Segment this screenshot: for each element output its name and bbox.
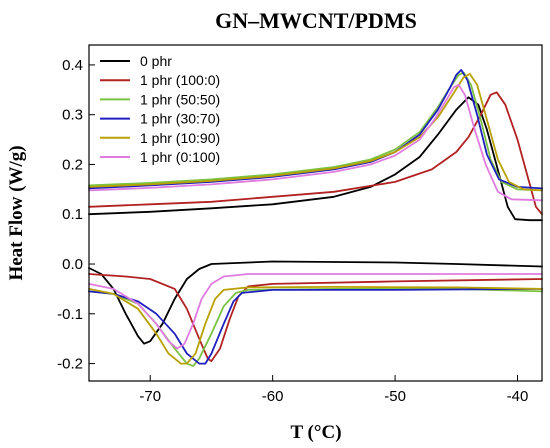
series-line-4-heating	[88, 73, 543, 192]
legend-label: 0 phr	[140, 53, 172, 69]
plot-frame	[88, 44, 543, 382]
x-axis-label: T (°C)	[290, 422, 341, 443]
x-tick-label: -60	[262, 388, 284, 405]
x-tick-label: -70	[139, 388, 161, 405]
series-line-3-cooling	[88, 287, 543, 365]
y-tick-label: 0.2	[62, 156, 83, 173]
chart-title: GN–MWCNT/PDMS	[215, 8, 417, 33]
legend-label: 1 phr (0:100)	[140, 149, 220, 165]
legend-label: 1 phr (30:70)	[140, 111, 220, 127]
y-tick-label: -0.1	[57, 306, 83, 323]
legend-label: 1 phr (50:50)	[140, 91, 220, 107]
series-line-5-cooling	[88, 273, 543, 350]
y-tick-label: 0.0	[62, 256, 83, 273]
y-tick-label: 0.4	[62, 57, 83, 74]
series-line-1-cooling	[88, 273, 543, 363]
series-line-0-cooling	[88, 260, 543, 345]
x-tick-label: -50	[384, 388, 406, 405]
y-axis-label: Heat Flow (W/g)	[6, 145, 27, 280]
legend: 0 phr 1 phr (100:0) 1 phr (50:50) 1 phr (30…	[100, 53, 220, 165]
series-line-3-heating	[88, 69, 543, 190]
x-tick-label: -40	[507, 388, 529, 405]
y-tick-label: 0.1	[62, 206, 83, 223]
series-line-5-heating	[88, 83, 543, 202]
y-tick-label: -0.2	[57, 356, 83, 373]
series-line-1-heating	[88, 91, 543, 216]
series-line-2-cooling	[88, 287, 543, 368]
series-line-4-cooling	[88, 285, 543, 365]
series-line-0-heating	[88, 96, 543, 222]
y-tick-label: 0.3	[62, 107, 83, 124]
legend-label: 1 phr (10:90)	[140, 130, 220, 146]
legend-label: 1 phr (100:0)	[140, 72, 220, 88]
